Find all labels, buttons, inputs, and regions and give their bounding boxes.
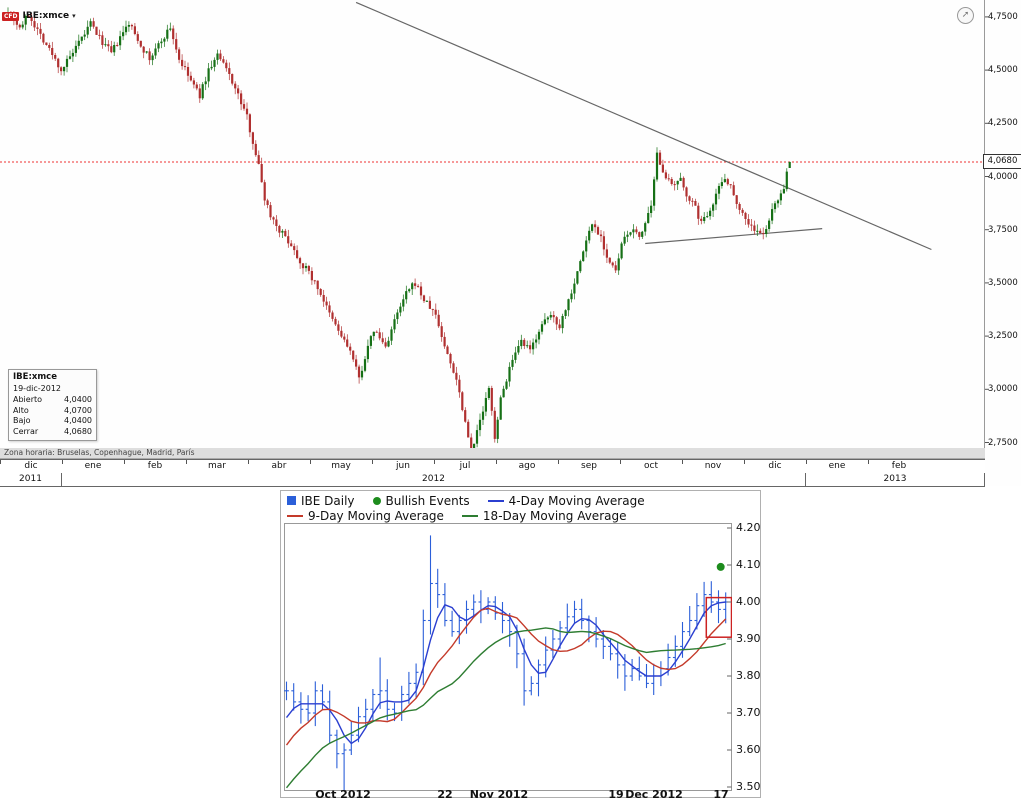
study-time-axis-label: 22 <box>437 788 453 801</box>
ma4-line-icon <box>487 499 504 502</box>
study-price-axis-label: 4.20 <box>736 521 761 534</box>
study-time-axis-label: 19 <box>608 788 624 801</box>
legend-item-ma18: 18-Day Moving Average <box>461 509 626 523</box>
month-label: abr <box>248 460 310 473</box>
study-price-axis-label: 3.90 <box>736 632 761 645</box>
daily-candlestick-chart-panel: CFD IBE:xmce ▾ ➚ 4,0680 IBE:xmce 19-dic-… <box>0 0 1021 487</box>
price-axis-label: 3,0000 <box>988 384 1018 394</box>
price-axis-label: 3,2500 <box>988 331 1018 341</box>
study-time-axis-label: Oct 2012 <box>315 788 371 801</box>
legend-row-2: 9-Day Moving Average 18-Day Moving Avera… <box>287 508 754 523</box>
expand-icon: ➚ <box>961 10 970 20</box>
time-axis-months: dic ene feb mar abr may jun jul ago sep oct nov dic e… <box>0 459 985 474</box>
ma18-line-icon <box>461 514 478 517</box>
month-label: nov <box>682 460 744 473</box>
time-axis-years: 2011 2012 2013 <box>0 473 985 487</box>
price-axis-label: 4,0000 <box>988 172 1018 182</box>
cfd-badge-icon: CFD <box>2 11 20 21</box>
price-axis-label: 3,5000 <box>988 278 1018 288</box>
legend-item-bullish-events: Bullish Events <box>372 494 470 508</box>
month-label: ago <box>496 460 558 473</box>
study-price-axis-label: 4.10 <box>736 558 761 571</box>
expand-chart-button[interactable]: ➚ <box>957 7 974 24</box>
info-row-open: Abierto 4,0400 <box>13 395 92 404</box>
chevron-down-icon: ▾ <box>72 12 76 20</box>
month-label: dic <box>0 460 62 473</box>
study-price-axis-label: 4.00 <box>736 595 761 608</box>
legend-item-ma9: 9-Day Moving Average <box>287 509 444 523</box>
month-label: ene <box>62 460 124 473</box>
month-label: jul <box>434 460 496 473</box>
legend-item-ibe-daily: IBE Daily <box>287 494 355 508</box>
month-label: may <box>310 460 372 473</box>
symbol-label: IBE:xmce <box>22 11 70 21</box>
year-label: 2013 <box>806 473 985 486</box>
study-price-axis-label: 3.80 <box>736 669 761 682</box>
info-row-close: Cerrar 4,0680 <box>13 426 92 436</box>
ma9-line-icon <box>287 514 303 517</box>
price-axis-label: 4,2500 <box>988 118 1018 128</box>
info-box-date: 19-dic-2012 <box>13 384 62 393</box>
study-price-axis-label: 3.60 <box>736 743 761 756</box>
price-axis-label: 4,5000 <box>988 65 1018 75</box>
ohlc-info-box: IBE:xmce 19-dic-2012 Abierto 4,0400 Alto… <box>8 369 97 441</box>
study-chart-canvas <box>284 523 732 791</box>
month-label: jun <box>372 460 434 473</box>
year-label: 2011 <box>0 473 62 486</box>
series-square-icon <box>287 496 296 505</box>
price-axis-separator <box>984 0 985 486</box>
year-label: 2012 <box>62 473 806 486</box>
info-box-symbol: IBE:xmce <box>13 372 57 382</box>
timezone-status-bar: Zona horaria: Bruselas, Copenhague, Madr… <box>0 448 985 459</box>
study-price-axis-label: 3.70 <box>736 706 761 719</box>
moving-average-study-widget: IBE Daily Bullish Events 4-Day Moving Av… <box>280 490 761 801</box>
price-axis-label: 3,7500 <box>988 225 1018 235</box>
price-axis-label: 4,7500 <box>988 12 1018 22</box>
price-chart-canvas[interactable] <box>0 0 1021 448</box>
study-time-axis-label: Nov 2012 <box>469 788 529 801</box>
month-label: sep <box>558 460 620 473</box>
bullish-event-dot-icon <box>372 496 381 505</box>
month-label: feb <box>868 460 930 473</box>
price-axis-label: 2,7500 <box>988 438 1018 448</box>
month-label: dic <box>744 460 806 473</box>
last-price-tag: 4,0680 <box>983 154 1021 169</box>
legend-row-1: IBE Daily Bullish Events 4-Day Moving Av… <box>287 493 754 508</box>
info-row-low: Bajo 4,0400 <box>13 416 92 425</box>
chart-legend: IBE Daily Bullish Events 4-Day Moving Av… <box>281 491 760 523</box>
month-label: ene <box>806 460 868 473</box>
study-price-axis-label: 3.50 <box>736 780 761 793</box>
legend-item-ma4: 4-Day Moving Average <box>487 494 645 508</box>
symbol-selector[interactable]: CFD IBE:xmce ▾ <box>2 11 76 21</box>
month-label: feb <box>124 460 186 473</box>
study-time-axis-label: 17 <box>713 788 729 801</box>
month-label: oct <box>620 460 682 473</box>
month-label: mar <box>186 460 248 473</box>
study-time-axis-label: Dec 2012 <box>625 788 683 801</box>
info-row-high: Alto 4,0700 <box>13 405 92 415</box>
